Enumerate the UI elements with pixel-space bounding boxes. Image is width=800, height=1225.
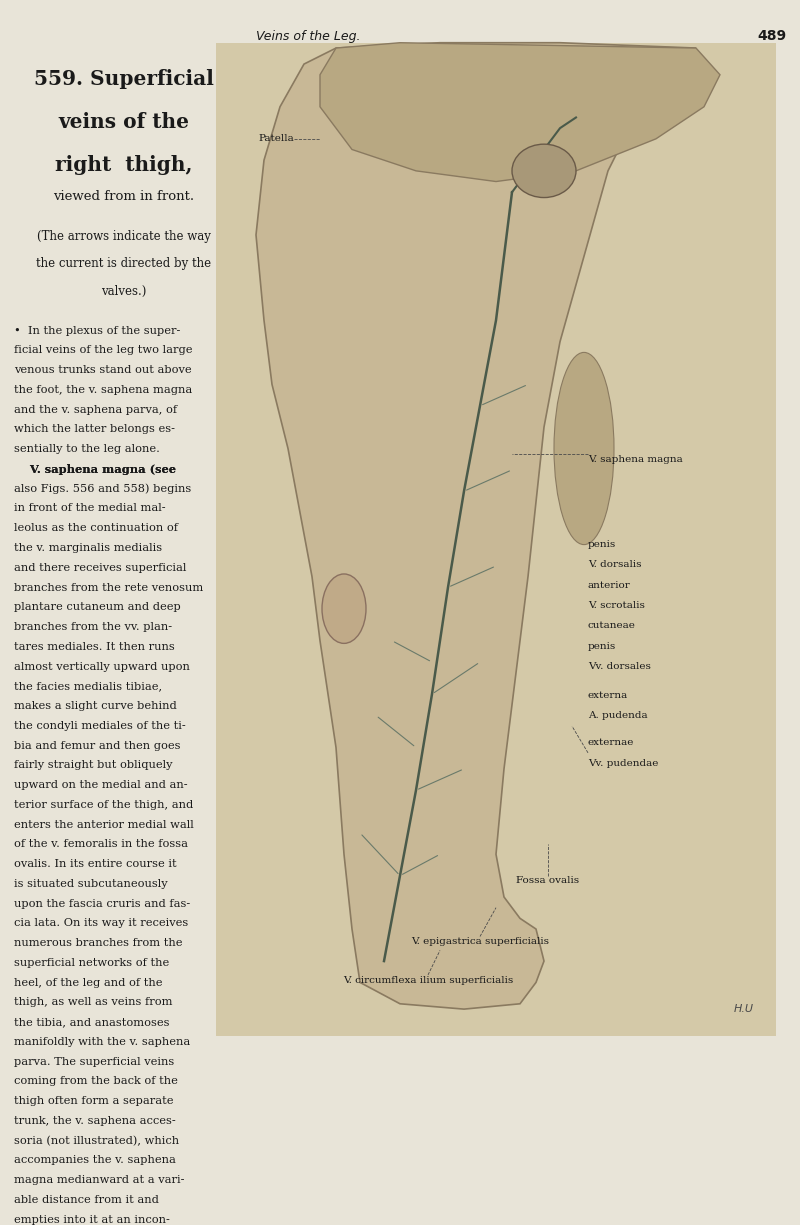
PathPatch shape	[320, 43, 720, 181]
Text: 559. Superficial: 559. Superficial	[34, 70, 214, 89]
Text: tares mediales. It then runs: tares mediales. It then runs	[14, 642, 175, 652]
Text: and the v. saphena parva, of: and the v. saphena parva, of	[14, 404, 178, 415]
Text: anterior: anterior	[588, 581, 630, 589]
Text: cutaneae: cutaneae	[588, 621, 636, 630]
Text: •  In the plexus of the super-: • In the plexus of the super-	[14, 326, 181, 336]
Text: the facies medialis tibiae,: the facies medialis tibiae,	[14, 681, 162, 691]
Text: the tibia, and anastomoses: the tibia, and anastomoses	[14, 1017, 170, 1027]
Text: accompanies the v. saphena: accompanies the v. saphena	[14, 1155, 176, 1165]
Ellipse shape	[322, 575, 366, 643]
Text: penis: penis	[588, 642, 616, 650]
Text: the v. marginalis medialis: the v. marginalis medialis	[14, 543, 162, 552]
Text: V. saphena magna (see: V. saphena magna (see	[14, 464, 176, 475]
Text: Patella: Patella	[258, 135, 294, 143]
Text: Fossa ovalis: Fossa ovalis	[517, 876, 579, 886]
Text: parva. The superficial veins: parva. The superficial veins	[14, 1057, 174, 1067]
Text: Vv. pudendae: Vv. pudendae	[588, 760, 658, 768]
Text: externae: externae	[588, 737, 634, 747]
Text: upon the fascia cruris and fas-: upon the fascia cruris and fas-	[14, 899, 190, 909]
Text: magna medianward at a vari-: magna medianward at a vari-	[14, 1175, 185, 1185]
Text: the condyli mediales of the ti-: the condyli mediales of the ti-	[14, 720, 186, 731]
Text: enters the anterior medial wall: enters the anterior medial wall	[14, 820, 194, 829]
Text: externa: externa	[588, 691, 628, 699]
Text: 489: 489	[758, 29, 786, 43]
Text: V. scrotalis: V. scrotalis	[588, 601, 645, 610]
Text: H.U: H.U	[734, 1004, 754, 1014]
Text: cia lata. On its way it receives: cia lata. On its way it receives	[14, 919, 189, 929]
Text: is situated subcutaneously: is situated subcutaneously	[14, 878, 168, 889]
Text: right  thigh,: right thigh,	[55, 154, 193, 175]
Text: branches from the vv. plan-: branches from the vv. plan-	[14, 622, 173, 632]
Text: viewed from in front.: viewed from in front.	[54, 190, 194, 203]
Text: Vv. dorsales: Vv. dorsales	[588, 662, 651, 671]
Text: venous trunks stand out above: venous trunks stand out above	[14, 365, 192, 375]
Text: soria (not illustrated), which: soria (not illustrated), which	[14, 1136, 179, 1147]
Text: which the latter belongs es-: which the latter belongs es-	[14, 425, 175, 435]
Text: empties into it at an incon-: empties into it at an incon-	[14, 1215, 170, 1225]
Text: valves.): valves.)	[102, 285, 146, 298]
Text: trunk, the v. saphena acces-: trunk, the v. saphena acces-	[14, 1116, 176, 1126]
Text: and there receives superficial: and there receives superficial	[14, 562, 186, 573]
Text: sentially to the leg alone.: sentially to the leg alone.	[14, 445, 160, 454]
Text: makes a slight curve behind: makes a slight curve behind	[14, 701, 177, 710]
Text: manifoldly with the v. saphena: manifoldly with the v. saphena	[14, 1036, 190, 1047]
Text: ovalis. In its entire course it: ovalis. In its entire course it	[14, 859, 177, 869]
Text: terior surface of the thigh, and: terior surface of the thigh, and	[14, 800, 194, 810]
Text: V. epigastrica superficialis: V. epigastrica superficialis	[411, 937, 549, 947]
Text: plantare cutaneum and deep: plantare cutaneum and deep	[14, 603, 181, 612]
Text: penis: penis	[588, 540, 616, 549]
Text: the current is directed by the: the current is directed by the	[37, 257, 211, 271]
Text: bia and femur and then goes: bia and femur and then goes	[14, 741, 181, 751]
Ellipse shape	[554, 353, 614, 545]
Text: the foot, the v. saphena magna: the foot, the v. saphena magna	[14, 385, 193, 394]
Text: coming from the back of the: coming from the back of the	[14, 1077, 178, 1087]
Text: V. saphena magna: V. saphena magna	[588, 454, 682, 464]
Text: V. dorsalis: V. dorsalis	[588, 560, 642, 570]
Text: almost vertically upward upon: almost vertically upward upon	[14, 662, 190, 671]
Text: of the v. femoralis in the fossa: of the v. femoralis in the fossa	[14, 839, 189, 849]
Text: in front of the medial mal-: in front of the medial mal-	[14, 503, 166, 513]
Text: thigh, as well as veins from: thigh, as well as veins from	[14, 997, 173, 1007]
Text: V. saphena magna (see: V. saphena magna (see	[14, 464, 176, 475]
Text: also Figs. 556 and 558) begins: also Figs. 556 and 558) begins	[14, 484, 192, 495]
Text: Veins of the Leg.: Veins of the Leg.	[256, 29, 360, 43]
Text: ficial veins of the leg two large: ficial veins of the leg two large	[14, 345, 193, 355]
Text: able distance from it and: able distance from it and	[14, 1194, 159, 1205]
Text: (The arrows indicate the way: (The arrows indicate the way	[37, 229, 211, 243]
Text: superficial networks of the: superficial networks of the	[14, 958, 170, 968]
Text: heel, of the leg and of the: heel, of the leg and of the	[14, 978, 163, 987]
Text: numerous branches from the: numerous branches from the	[14, 938, 183, 948]
Text: thigh often form a separate: thigh often form a separate	[14, 1096, 174, 1106]
Text: branches from the rete venosum: branches from the rete venosum	[14, 583, 204, 593]
Ellipse shape	[512, 145, 576, 197]
Text: V. circumflexa ilium superficialis: V. circumflexa ilium superficialis	[343, 976, 513, 985]
Text: veins of the: veins of the	[58, 113, 190, 132]
Text: fairly straight but obliquely: fairly straight but obliquely	[14, 761, 173, 771]
Bar	[216, 43, 776, 1036]
Text: A. pudenda: A. pudenda	[588, 710, 648, 720]
Text: leolus as the continuation of: leolus as the continuation of	[14, 523, 178, 533]
Text: upward on the medial and an-: upward on the medial and an-	[14, 780, 188, 790]
PathPatch shape	[256, 43, 696, 1009]
